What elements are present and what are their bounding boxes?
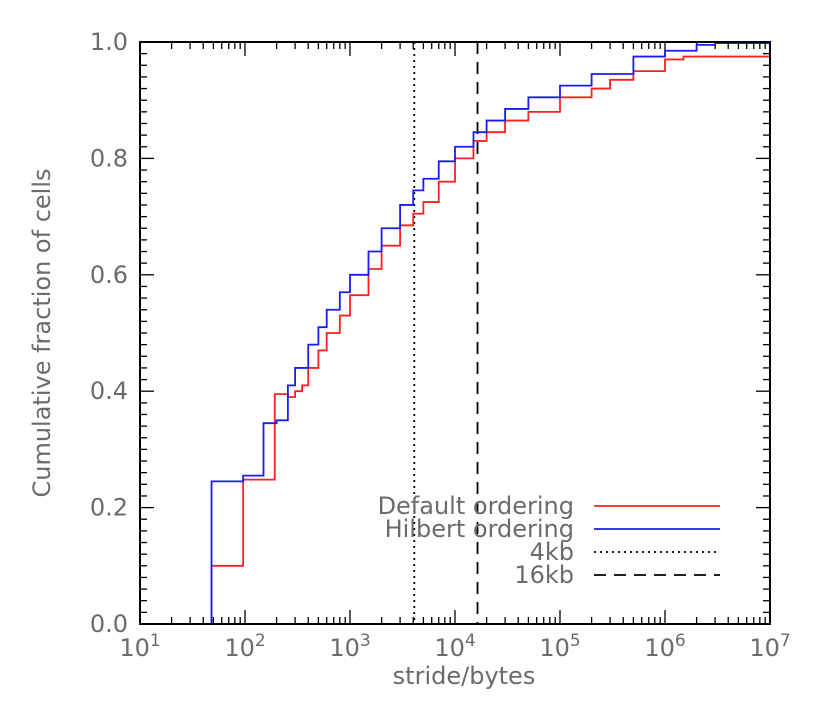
legend-entry: 16kb — [514, 561, 720, 589]
x-tick-label: 107 — [749, 631, 790, 662]
x-tick-label: 103 — [329, 631, 370, 662]
x-tick-label: 102 — [224, 631, 265, 662]
legend-label: 16kb — [514, 561, 574, 589]
y-tick-label: 0.6 — [90, 261, 128, 289]
x-axis-label: stride/bytes — [393, 662, 536, 690]
y-tick-label: 0.0 — [90, 610, 128, 638]
x-tick-label: 106 — [644, 631, 685, 662]
x-tick-label: 104 — [434, 631, 475, 662]
x-tick-exponent: 7 — [780, 631, 791, 651]
x-tick-base: 10 — [224, 634, 255, 662]
x-tick-base: 10 — [749, 634, 780, 662]
x-tick-base: 10 — [539, 634, 570, 662]
x-tick-exponent: 6 — [675, 631, 686, 651]
y-tick-label: 0.4 — [90, 377, 128, 405]
y-tick-label: 0.8 — [90, 144, 128, 172]
x-tick-exponent: 4 — [465, 631, 476, 651]
x-tick-exponent: 1 — [150, 631, 161, 651]
x-tick-exponent: 2 — [255, 631, 266, 651]
x-tick-base: 10 — [434, 634, 465, 662]
y-tick-label: 1.0 — [90, 28, 128, 56]
x-tick-base: 10 — [119, 634, 150, 662]
y-tick-label: 0.2 — [90, 494, 128, 522]
y-axis-label: Cumulative fraction of cells — [28, 169, 56, 498]
x-tick-label: 105 — [539, 631, 580, 662]
x-tick-base: 10 — [329, 634, 360, 662]
x-tick-exponent: 5 — [570, 631, 581, 651]
x-tick-exponent: 3 — [360, 631, 371, 651]
x-tick-base: 10 — [644, 634, 675, 662]
